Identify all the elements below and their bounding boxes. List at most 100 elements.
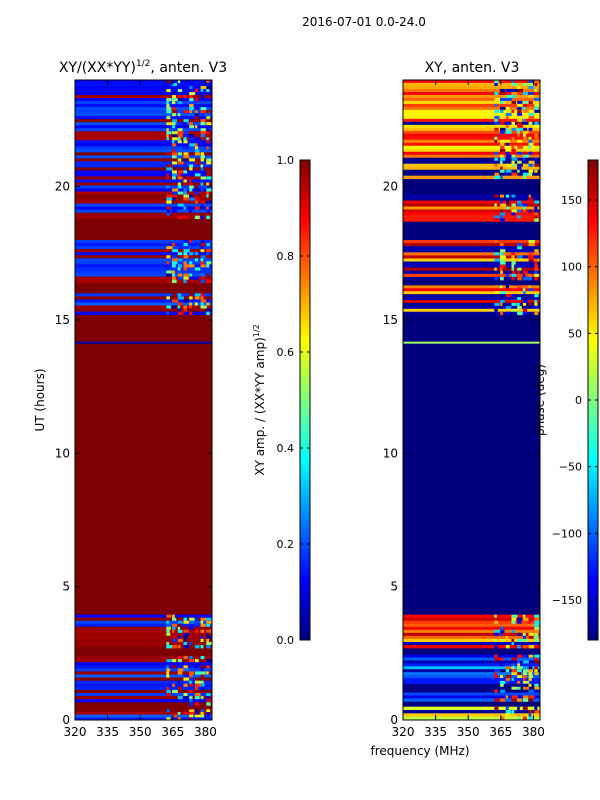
heatmap-cell	[183, 134, 190, 138]
heatmap-cell	[183, 712, 188, 716]
heatmap-cell	[517, 151, 522, 156]
heatmap-cell	[505, 675, 512, 679]
heatmap-cell	[528, 632, 534, 637]
heatmap-row	[75, 167, 212, 171]
x-tick-label: 365	[489, 725, 512, 739]
heatmap-row	[403, 689, 540, 693]
heatmap-cell	[517, 200, 522, 204]
heatmap-cell	[194, 629, 199, 634]
heatmap-cell	[172, 255, 178, 259]
heatmap-cell	[166, 623, 172, 628]
heatmap-cell	[206, 128, 210, 132]
heatmap-cell	[194, 712, 199, 716]
heatmap-cell	[206, 702, 211, 706]
x-tick-label: 380	[522, 725, 545, 739]
y-tick-label: 20	[383, 180, 398, 194]
heatmap-cell	[194, 194, 199, 198]
heatmap-cell	[500, 258, 505, 262]
heatmap-band-0	[403, 706, 541, 721]
heatmap-cell	[505, 88, 513, 93]
heatmap-cell	[511, 641, 514, 646]
heatmap-cell	[183, 194, 190, 198]
heatmap-cell	[511, 203, 516, 207]
heatmap-cell	[494, 644, 498, 649]
heatmap-row	[75, 101, 212, 105]
heatmap-cell	[183, 197, 189, 201]
heatmap-cell	[206, 110, 211, 114]
heatmap-cell	[189, 635, 193, 640]
heatmap-row	[75, 680, 212, 685]
heatmap-cell	[172, 125, 176, 129]
heatmap-cell	[534, 258, 539, 262]
heatmap-cell	[200, 95, 205, 99]
heatmap-row	[403, 215, 540, 219]
heatmap-cell	[500, 218, 505, 222]
heatmap-cell	[200, 276, 205, 281]
heatmap-cell	[206, 620, 212, 625]
heatmap-row	[75, 98, 212, 102]
heatmap-cell	[517, 246, 523, 250]
heatmap-cell	[194, 149, 200, 153]
heatmap-cell	[528, 151, 533, 156]
heatmap-cell	[534, 200, 540, 204]
y-tick-label: 0	[390, 713, 398, 727]
heatmap-cell	[511, 121, 515, 126]
heatmap-cell	[528, 716, 533, 721]
x-tick-label: 335	[96, 725, 119, 739]
heatmap-cell	[500, 88, 506, 93]
heatmap-cell	[189, 659, 194, 663]
heatmap-cell	[522, 118, 526, 123]
heatmap-cell	[494, 294, 500, 298]
heatmap-row	[403, 91, 540, 96]
heatmap-row	[403, 136, 540, 141]
heatmap-cell	[166, 110, 172, 114]
heatmap-cell	[505, 641, 509, 646]
heatmap-row	[403, 311, 540, 316]
heatmap-cell	[522, 695, 529, 699]
heatmap-cell	[166, 116, 171, 120]
heatmap-cell	[494, 252, 500, 256]
heatmap-cell	[500, 669, 506, 673]
heatmap-cell	[172, 683, 176, 688]
heatmap-cell	[183, 170, 188, 174]
heatmap-row	[75, 131, 212, 135]
heatmap-cell	[494, 136, 498, 141]
heatmap-row	[75, 255, 212, 259]
heatmap-cell	[500, 209, 503, 213]
heatmap-row	[75, 125, 212, 129]
heatmap-cell	[183, 158, 189, 162]
heatmap-cell	[177, 128, 183, 132]
heatmap-cell	[517, 654, 523, 658]
heatmap-cell	[500, 689, 506, 693]
heatmap-cell	[511, 264, 515, 269]
heatmap-cell	[522, 706, 528, 711]
heatmap-cell	[166, 644, 173, 649]
heatmap-cell	[183, 279, 187, 284]
heatmap-cell	[528, 169, 534, 174]
heatmap-cell	[511, 620, 516, 625]
heatmap-cell	[172, 659, 177, 663]
heatmap-cell	[200, 709, 205, 713]
heatmap-cell	[183, 243, 188, 247]
heatmap-cell	[500, 291, 506, 295]
heatmap-cell	[522, 172, 529, 177]
heatmap-row	[403, 678, 540, 682]
heatmap-cell	[200, 104, 204, 108]
heatmap-cell	[183, 644, 190, 649]
heatmap-row	[75, 240, 212, 244]
heatmap-cell	[528, 635, 534, 640]
heatmap-cell	[522, 698, 529, 702]
heatmap-cell	[522, 206, 526, 210]
heatmap-cell	[172, 243, 176, 247]
heatmap-row	[403, 695, 540, 699]
heatmap-cell	[522, 614, 526, 619]
heatmap-cell	[505, 100, 511, 105]
heatmap-cell	[166, 629, 170, 634]
right-y-axis: 0 5 10 15 20	[383, 180, 540, 727]
heatmap-band-5	[403, 194, 540, 222]
heatmap-cell	[194, 137, 201, 141]
heatmap-cell	[494, 614, 497, 619]
heatmap-cell	[500, 175, 503, 180]
heatmap-cell	[177, 644, 181, 649]
heatmap-cell	[206, 116, 211, 120]
